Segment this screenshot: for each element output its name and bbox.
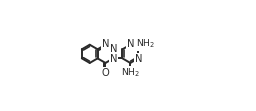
- Text: NH$_2$: NH$_2$: [136, 38, 155, 50]
- Text: N: N: [126, 39, 134, 49]
- Text: O: O: [102, 68, 109, 78]
- Text: NH$_2$: NH$_2$: [121, 66, 140, 79]
- Text: N: N: [110, 54, 118, 64]
- Text: N: N: [135, 54, 142, 64]
- Text: N: N: [110, 44, 118, 54]
- Text: N: N: [102, 39, 109, 49]
